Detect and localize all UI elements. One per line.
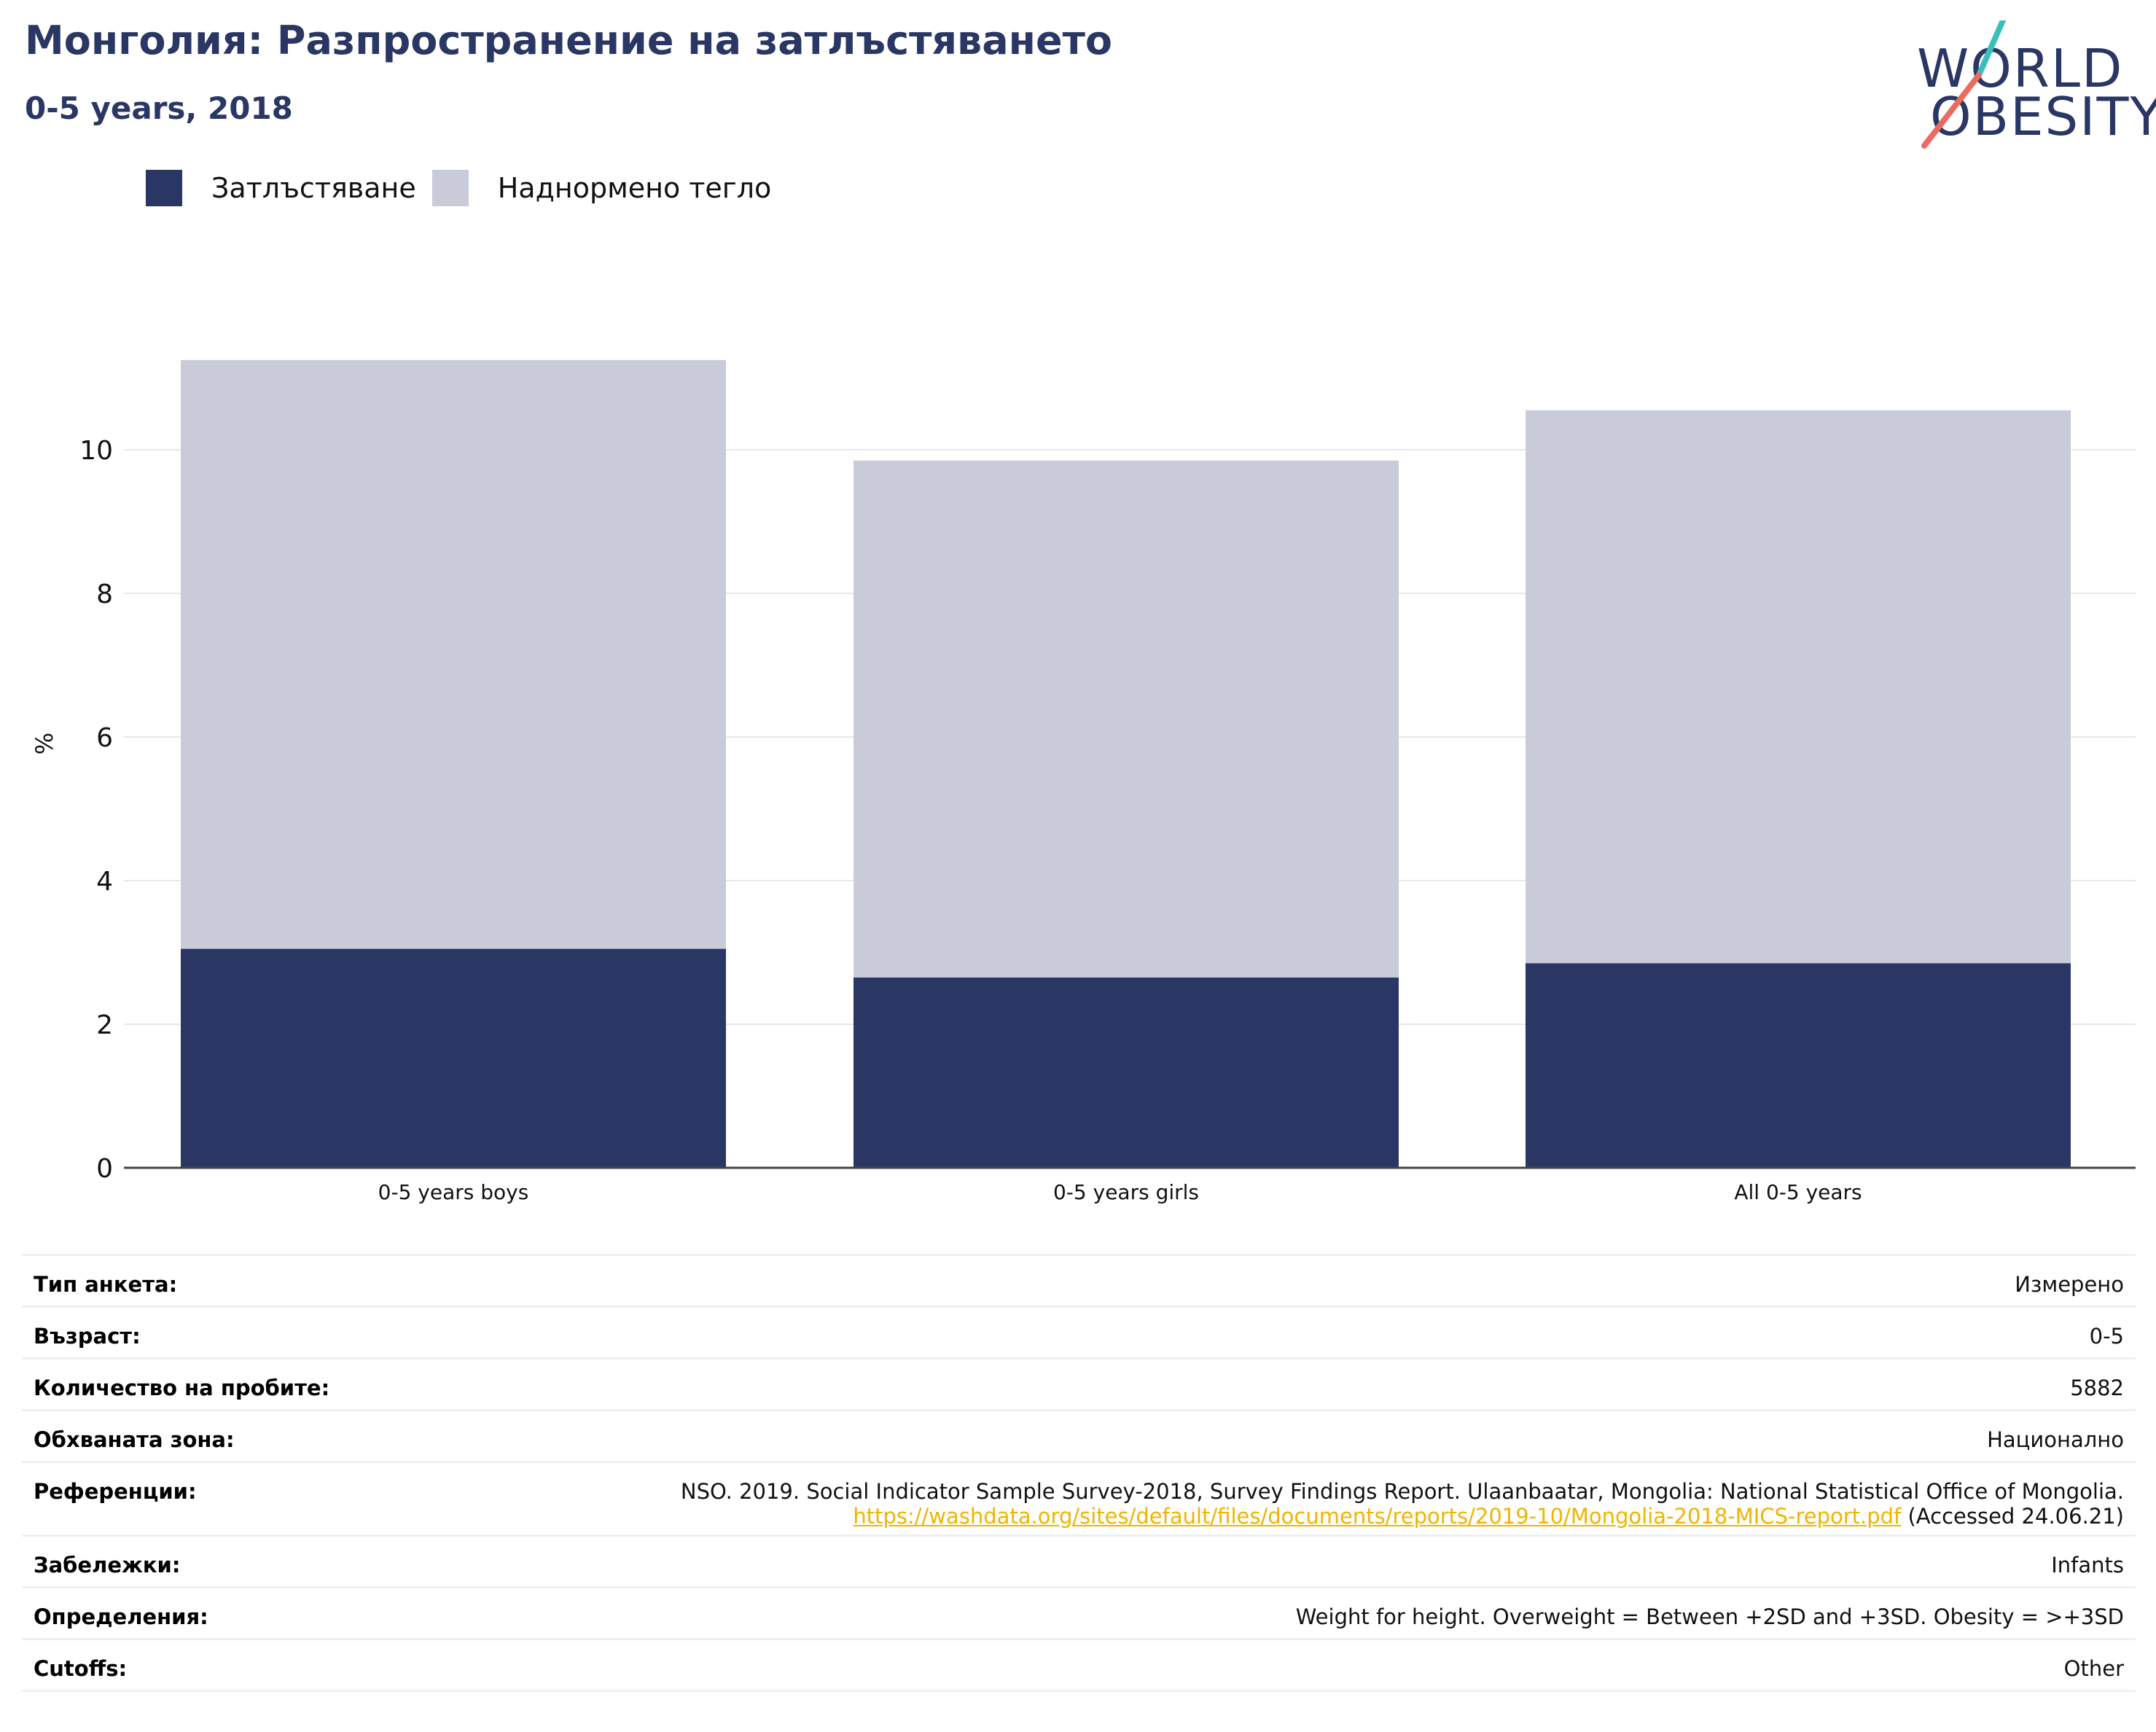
- y-tick-label: 6: [96, 723, 113, 753]
- info-value: Other: [2063, 1656, 2124, 1681]
- survey-info-table: Тип анкета: Измерено Възраст: 0-5 Количе…: [22, 1254, 2136, 1692]
- legend-item-overweight: Наднормено тегло: [431, 170, 772, 206]
- info-row-notes: Забележки: Infants: [22, 1534, 2136, 1586]
- info-value-references: NSO. 2019. Social Indicator Sample Surve…: [681, 1463, 2124, 1534]
- info-value: Weight for height. Overweight = Between …: [1295, 1604, 2124, 1629]
- y-tick-label: 0: [96, 1154, 113, 1184]
- legend-swatch-overweight: [431, 170, 469, 206]
- logo-line-2: OBESITY: [1930, 86, 2156, 147]
- bar-obesity: [854, 977, 1399, 1168]
- bar-obesity: [181, 948, 726, 1168]
- y-axis-label: %: [31, 733, 58, 754]
- info-label: Възраст:: [34, 1324, 141, 1349]
- legend-label-overweight: Наднормено тегло: [497, 172, 772, 204]
- info-value: 5882: [2070, 1376, 2124, 1400]
- legend-label-obesity: Затлъстяване: [211, 172, 416, 204]
- info-label: Обхваната зона:: [34, 1427, 235, 1452]
- chart-subtitle: 0-5 years, 2018: [25, 90, 293, 126]
- chart-title: Монголия: Разпространение на затлъстяван…: [25, 17, 1112, 63]
- legend-swatch-obesity: [146, 170, 182, 206]
- info-row-area: Обхваната зона: Национално: [22, 1409, 2136, 1461]
- y-tick-label: 4: [96, 867, 113, 897]
- logo-slash-icon: [1921, 20, 2006, 149]
- info-label: Определения:: [34, 1604, 208, 1629]
- reference-text: NSO. 2019. Social Indicator Sample Surve…: [680, 1479, 2124, 1504]
- x-tick-label: All 0-5 years: [1734, 1180, 1862, 1204]
- info-row-references: Референции: NSO. 2019. Social Indicator …: [22, 1461, 2136, 1534]
- info-row-survey-type: Тип анкета: Измерено: [22, 1254, 2136, 1306]
- x-tick-label: 0-5 years boys: [378, 1180, 529, 1204]
- info-value: Измерено: [2015, 1272, 2124, 1297]
- chart-legend: Затлъстяване Наднормено тегло: [146, 169, 787, 207]
- bar-overweight: [854, 460, 1399, 978]
- world-obesity-logo: WORLD OBESITY: [1902, 20, 2156, 155]
- y-tick-label: 2: [96, 1010, 113, 1040]
- bar-overweight: [181, 359, 726, 949]
- legend-item-obesity: Затлъстяване: [146, 170, 416, 206]
- info-label: Количество на пробите:: [34, 1376, 330, 1400]
- bar-obesity: [1526, 963, 2071, 1168]
- reference-accessed: (Accessed 24.06.21): [1901, 1504, 2124, 1529]
- info-label: Забележки:: [34, 1553, 181, 1577]
- reference-link[interactable]: https://washdata.org/sites/default/files…: [853, 1504, 1902, 1529]
- info-row-definitions: Определения: Weight for height. Overweig…: [22, 1586, 2136, 1638]
- stacked-bar-chart: 0 2 4 6 8 10% 0-5 years boys 0-5 years girls All…: [31, 359, 2136, 1204]
- x-tick-label: 0-5 years girls: [1053, 1180, 1199, 1204]
- bar-overweight: [1526, 410, 2071, 964]
- info-value: Infants: [2051, 1553, 2124, 1577]
- y-tick-label: 8: [96, 580, 113, 609]
- info-value: 0-5: [2089, 1324, 2124, 1349]
- info-label: Референции:: [34, 1479, 197, 1504]
- info-row-cutoffs: Cutoffs: Other: [22, 1638, 2136, 1692]
- y-tick-label: 10: [79, 436, 113, 466]
- info-value: Национално: [1987, 1427, 2124, 1452]
- info-row-age: Възраст: 0-5: [22, 1306, 2136, 1357]
- info-label: Cutoffs:: [34, 1656, 128, 1681]
- info-label: Тип анкета:: [34, 1272, 178, 1297]
- info-row-sample-size: Количество на пробите: 5882: [22, 1357, 2136, 1409]
- logo-line-1: WORLD: [1917, 38, 2124, 99]
